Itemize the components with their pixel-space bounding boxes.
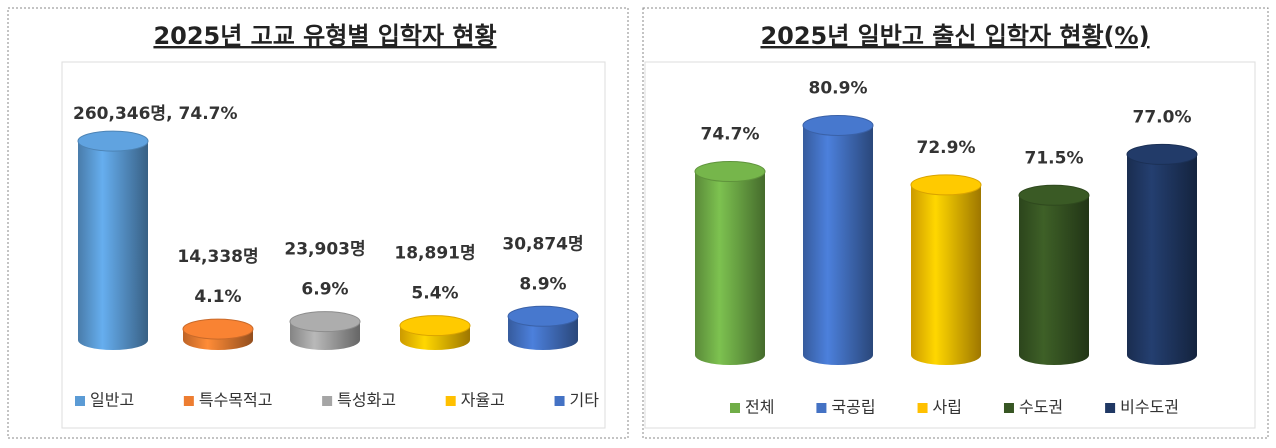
legend-label: 특수목적고: [199, 391, 273, 410]
legend-swatch: [1003, 403, 1014, 413]
legend-label: 비수도권: [1120, 398, 1179, 417]
value-label: 80.9%: [809, 78, 868, 98]
legend-label: 일반고: [90, 391, 134, 410]
count-label: 18,891명: [394, 244, 475, 264]
legend-swatch: [1105, 403, 1116, 413]
bar: [1127, 154, 1197, 355]
value-label: 71.5%: [1025, 148, 1084, 168]
legend-swatch: [445, 396, 456, 406]
legend-label: 전체: [745, 398, 774, 417]
cylinder-top: [399, 315, 471, 337]
cylinder-top: [802, 114, 874, 136]
chart-title: 2025년 고교 유형별 입학자 현황: [153, 22, 496, 50]
legend-label: 국공립: [831, 398, 875, 417]
bar: [911, 184, 981, 355]
cylinder-top: [1126, 143, 1198, 165]
cylinder-top: [507, 305, 579, 327]
percent-label: 4.1%: [194, 287, 241, 307]
legend-swatch: [816, 403, 827, 413]
value-label: 74.7%: [701, 125, 760, 145]
count-label: 30,874명: [502, 234, 583, 254]
bar: [803, 125, 873, 355]
legend-label: 사립: [933, 398, 962, 417]
count-label: 260,346명,: [73, 104, 173, 124]
value-label: 260,346명, 74.7%: [73, 104, 238, 124]
bar: [695, 171, 765, 355]
percent-label: 74.7%: [179, 104, 238, 124]
percent-label: 5.4%: [411, 284, 458, 304]
legend-swatch: [554, 396, 565, 406]
count-label: 23,903명: [284, 240, 365, 260]
legend-label: 특성화고: [337, 391, 396, 410]
legend-swatch: [730, 403, 740, 413]
chart-title: 2025년 일반고 출신 입학자 현황(%): [760, 22, 1149, 50]
legend-label: 기타: [570, 391, 600, 410]
legend-label: 자율고: [461, 391, 505, 410]
panel-frame: [642, 7, 1269, 439]
bar: [1019, 195, 1089, 355]
legend-label: 수도권: [1019, 398, 1063, 417]
cylinder-top: [77, 130, 149, 152]
panel-frame: [7, 7, 629, 439]
bar: [78, 141, 148, 340]
percent-label: 6.9%: [301, 280, 348, 300]
plot-frame: [644, 61, 1256, 429]
value-label: 72.9%: [917, 138, 976, 158]
cylinder-top: [289, 311, 361, 333]
legend-swatch: [183, 396, 194, 406]
legend-swatch: [322, 396, 333, 406]
cylinder-top: [182, 318, 254, 340]
legend-swatch: [917, 403, 928, 413]
cylinder-top: [1018, 184, 1090, 206]
plot-frame: [61, 61, 606, 429]
percent-label: 8.9%: [519, 274, 566, 294]
legend-swatch: [75, 396, 85, 406]
cylinder-top: [694, 161, 766, 183]
value-label: 77.0%: [1133, 107, 1192, 127]
count-label: 14,338명: [177, 247, 258, 267]
cylinder-top: [910, 174, 982, 196]
